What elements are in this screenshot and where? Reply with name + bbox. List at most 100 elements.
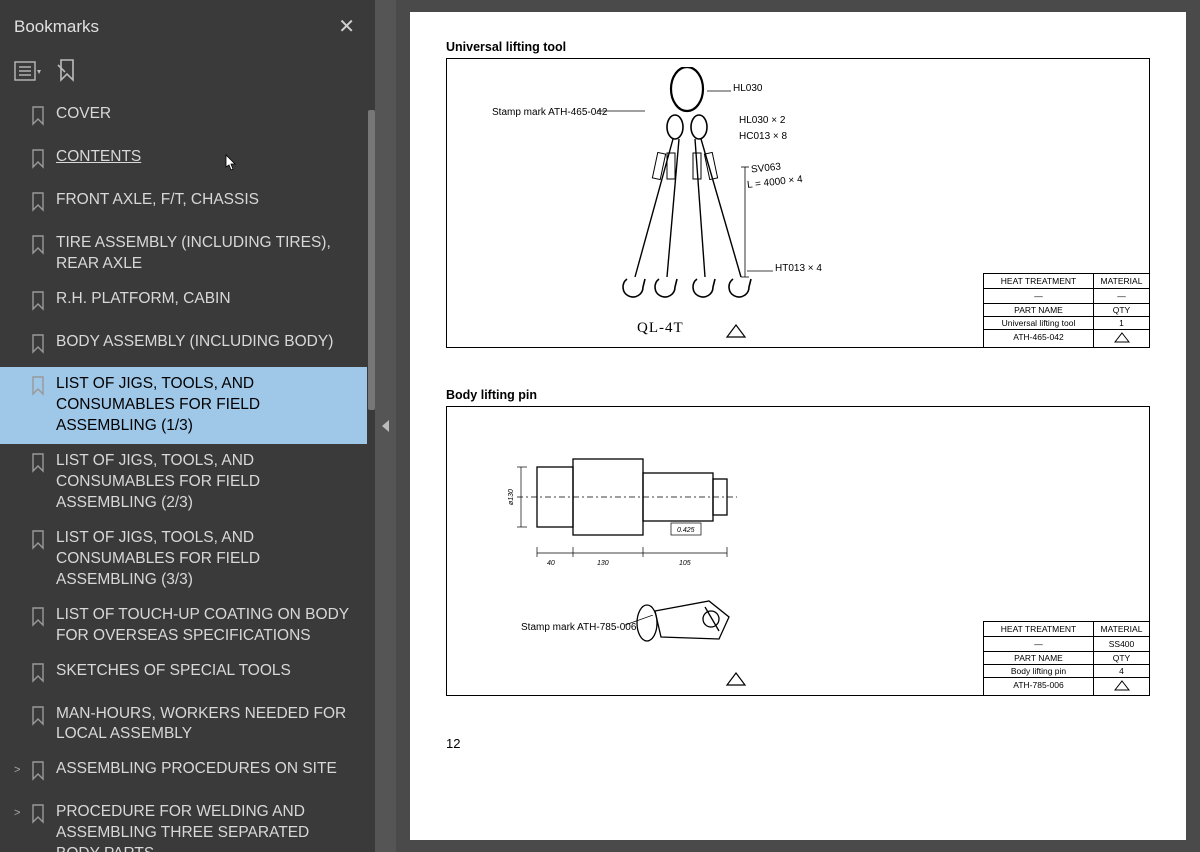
tb-heat-label: HEAT TREATMENT — [984, 274, 1094, 289]
title-block-1: HEAT TREATMENT MATERIAL — — PART NAME Un… — [983, 273, 1149, 347]
bookmark-ribbon-icon — [30, 332, 46, 361]
bookmark-item[interactable]: R.H. PLATFORM, CABIN — [0, 282, 367, 325]
svg-text:40: 40 — [547, 560, 555, 567]
tb-qty-val: 1 — [1094, 317, 1149, 329]
bookmark-ribbon-icon — [30, 759, 46, 788]
expand-chevron-icon[interactable] — [14, 233, 28, 237]
expand-chevron-icon[interactable] — [14, 704, 28, 708]
svg-text:ø130: ø130 — [508, 489, 515, 505]
bookmark-item[interactable]: BODY ASSEMBLY (INCLUDING BODY) — [0, 325, 367, 368]
bookmark-item[interactable]: SKETCHES OF SPECIAL TOOLS — [0, 654, 367, 697]
expand-chevron-icon[interactable] — [14, 104, 28, 108]
expand-chevron-icon[interactable] — [14, 147, 28, 151]
bookmark-label: R.H. PLATFORM, CABIN — [56, 289, 357, 310]
bookmark-label: ASSEMBLING PROCEDURES ON SITE — [56, 759, 357, 780]
bookmark-item[interactable]: LIST OF JIGS, TOOLS, AND CONSUMABLES FOR… — [0, 444, 367, 521]
bookmark-label: PROCEDURE FOR WELDING AND ASSEMBLING THR… — [56, 802, 357, 852]
bookmark-item[interactable]: MAN-HOURS, WORKERS NEEDED FOR LOCAL ASSE… — [0, 697, 367, 753]
expand-chevron-icon[interactable] — [14, 605, 28, 609]
bookmark-ribbon-icon — [30, 233, 46, 262]
bookmark-item[interactable]: CONTENTS — [0, 140, 367, 183]
callout-ht013: HT013 × 4 — [775, 263, 822, 274]
bookmark-label: CONTENTS — [56, 147, 357, 168]
expand-chevron-icon[interactable] — [14, 289, 28, 293]
tb-code: ATH-465-042 — [984, 330, 1094, 347]
bookmark-label: COVER — [56, 104, 357, 125]
bookmark-item[interactable]: LIST OF JIGS, TOOLS, AND CONSUMABLES FOR… — [0, 367, 367, 444]
bookmark-item[interactable]: LIST OF TOUCH-UP COATING ON BODY FOR OVE… — [0, 598, 367, 654]
expand-chevron-icon[interactable] — [14, 661, 28, 665]
tb2-heat-label: HEAT TREATMENT — [984, 622, 1094, 637]
bookmark-ribbon-icon — [30, 289, 46, 318]
bookmark-ribbon-icon — [30, 147, 46, 176]
lifting-tool-drawing — [527, 67, 787, 327]
tb-part-val: Universal lifting tool — [984, 317, 1093, 329]
triangle-mark — [725, 671, 747, 687]
bookmark-ribbon-icon — [30, 104, 46, 133]
tb-heat-val: — — [984, 289, 1094, 304]
expand-chevron-icon[interactable] — [14, 190, 28, 194]
expand-chevron-icon[interactable] — [14, 374, 28, 378]
tb2-mat-label: MATERIAL — [1094, 622, 1149, 637]
bookmarks-panel: Bookmarks ✕ COVER CONTENTS FRONT AXLE, F/T… — [0, 0, 375, 852]
bookmark-ribbon-icon — [30, 704, 46, 733]
bookmark-ribbon-icon — [30, 528, 46, 557]
tb-tri — [1094, 330, 1149, 347]
tb2-heat-val: — — [984, 637, 1094, 652]
title-block-2: HEAT TREATMENT MATERIAL — SS400 PART NAM… — [983, 621, 1149, 695]
figure-1: Universal lifting tool — [446, 40, 1150, 348]
svg-text:0.425: 0.425 — [677, 527, 695, 534]
collapse-sidebar-button[interactable] — [375, 0, 396, 852]
leader-line — [597, 103, 647, 115]
bookmark-list[interactable]: COVER CONTENTS FRONT AXLE, F/T, CHASSIS TIR… — [0, 97, 375, 852]
bookmark-label: TIRE ASSEMBLY (INCLUDING TIRES), REAR AX… — [56, 233, 357, 275]
bookmark-item[interactable]: > ASSEMBLING PROCEDURES ON SITE — [0, 752, 367, 795]
figure-1-frame: Stamp mark ATH-465-042 HL030 HL030 × 2 H… — [446, 58, 1150, 348]
bookmark-ribbon-icon — [30, 374, 46, 403]
bookmark-ribbon-icon — [30, 605, 46, 634]
figure-2: Body lifting pin — [446, 388, 1150, 696]
bookmark-item[interactable]: COVER — [0, 97, 367, 140]
leader-line — [625, 615, 655, 629]
tb2-mat-val: SS400 — [1094, 637, 1149, 652]
bookmark-item[interactable]: LIST OF JIGS, TOOLS, AND CONSUMABLES FOR… — [0, 521, 367, 598]
bookmark-ribbon-icon — [30, 661, 46, 690]
tb-mat-label: MATERIAL — [1094, 274, 1149, 289]
stamp-mark-1: Stamp mark ATH-465-042 — [492, 107, 607, 118]
bookmark-label: LIST OF TOUCH-UP COATING ON BODY FOR OVE… — [56, 605, 357, 647]
expand-chevron-icon[interactable]: > — [14, 759, 28, 778]
tb2-code: ATH-785-006 — [984, 678, 1094, 695]
tb2-part-val: Body lifting pin — [984, 665, 1093, 677]
expand-chevron-icon[interactable] — [14, 451, 28, 455]
document-viewport[interactable]: Universal lifting tool — [396, 0, 1200, 852]
close-icon[interactable]: ✕ — [332, 12, 361, 41]
svg-text:105: 105 — [679, 560, 691, 567]
bookmark-label: LIST OF JIGS, TOOLS, AND CONSUMABLES FOR… — [56, 451, 357, 514]
bookmark-label: LIST OF JIGS, TOOLS, AND CONSUMABLES FOR… — [56, 528, 357, 591]
callout-hl030x2: HL030 × 2 — [739, 115, 785, 126]
scrollbar-thumb[interactable] — [368, 110, 375, 410]
tb2-qty-label: QTY — [1094, 652, 1149, 665]
leader-line — [707, 87, 733, 95]
bookmark-item[interactable]: FRONT AXLE, F/T, CHASSIS — [0, 183, 367, 226]
options-icon[interactable] — [14, 61, 42, 81]
bookmark-ribbon-icon[interactable] — [56, 59, 78, 83]
bookmark-label: BODY ASSEMBLY (INCLUDING BODY) — [56, 332, 357, 353]
expand-chevron-icon[interactable]: > — [14, 802, 28, 821]
leader-line — [747, 267, 775, 275]
tb2-part-label: PART NAME — [984, 652, 1093, 665]
callout-hl030: HL030 — [733, 83, 762, 94]
pdf-page: Universal lifting tool — [410, 12, 1186, 840]
bookmark-item[interactable]: TIRE ASSEMBLY (INCLUDING TIRES), REAR AX… — [0, 226, 367, 282]
bookmark-label: FRONT AXLE, F/T, CHASSIS — [56, 190, 357, 211]
tb-mat-val: — — [1094, 289, 1149, 304]
figure-2-frame: 40 130 105 0.425 ø130 Stamp mark ATH-785… — [446, 406, 1150, 696]
bookmarks-title: Bookmarks — [14, 17, 99, 37]
svg-text:130: 130 — [597, 560, 609, 567]
expand-chevron-icon[interactable] — [14, 332, 28, 336]
expand-chevron-icon[interactable] — [14, 528, 28, 532]
model-label: QL-4T — [637, 320, 684, 337]
figure-2-title: Body lifting pin — [446, 388, 1150, 402]
bookmark-item[interactable]: > PROCEDURE FOR WELDING AND ASSEMBLING TH… — [0, 795, 367, 852]
bookmark-ribbon-icon — [30, 190, 46, 219]
